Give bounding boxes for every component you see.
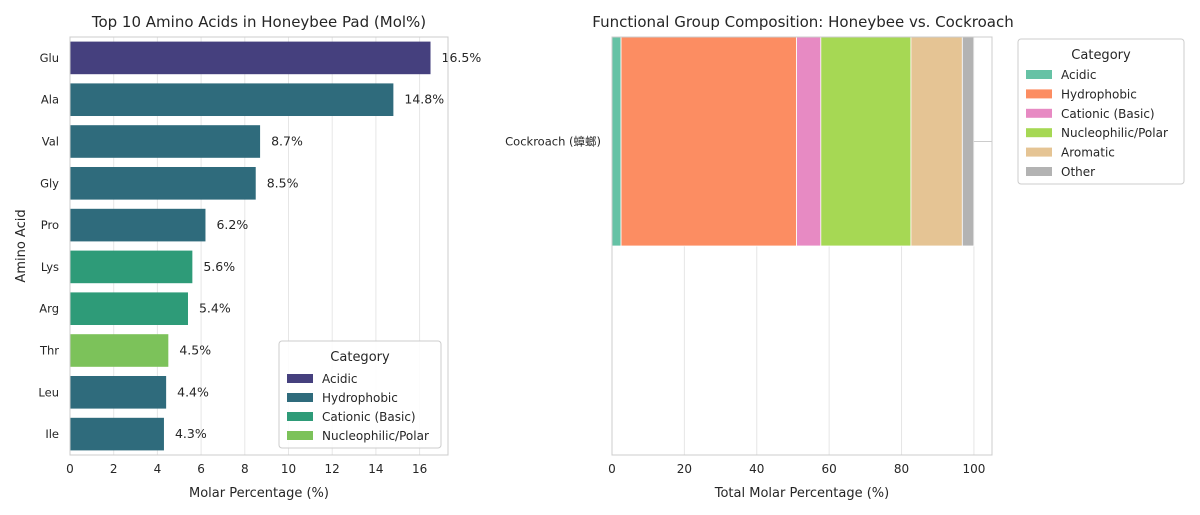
amino-acid-legend-box [278,340,442,449]
amino-acid-y-tick-label: Lys [41,260,59,274]
amino-acid-y-axis-label: Amino Acid [14,209,29,282]
legend-swatch-acidic [287,374,313,383]
amino-acid-x-tick-label: 6 [197,462,205,476]
amino-acid-bar-pro [70,208,206,242]
legend-swatch-nucleophilic-polar [287,431,313,440]
amino-acid-data-label: 8.7% [271,134,303,149]
amino-acid-y-tick-label: Ala [41,93,59,107]
amino-acid-x-tick-label: 10 [281,462,296,476]
legend-label-hydrophobic: Hydrophobic [322,391,398,405]
amino-acid-x-tick-label: 0 [66,462,74,476]
amino-acid-chart: 16.5% 14.8% 8.7% 8.5% 6.2% 5.6% 5.4% 4.5% 4.4% 4.… [14,13,481,501]
functional-group-plot-frame [611,36,993,456]
amino-acid-x-tick-label: 16 [412,462,427,476]
amino-acid-data-label: 5.4% [199,301,231,316]
legend-label-acidic: Acidic [1061,68,1096,82]
legend-label-nucleophilic-polar: Nucleophilic/Polar [322,429,429,443]
amino-acid-data-label: 4.4% [177,384,209,399]
legend-label-aromatic: Aromatic [1061,146,1115,160]
amino-acid-data-label: 6.2% [216,217,248,232]
stacked-segment-other [961,36,975,247]
legend-label-cationic-basic: Cationic (Basic) [322,410,416,424]
amino-acid-plot-frame [69,36,449,456]
legend-label-other: Other [1061,165,1095,179]
functional-group-x-tick-label: 100 [962,462,985,476]
amino-acid-bar-leu [70,375,167,409]
functional-group-x-tick-label: 0 [608,462,616,476]
functional-group-legend-title: Category [1071,48,1131,63]
legend-label-hydrophobic: Hydrophobic [1061,87,1137,101]
amino-acid-y-tick-label: Val [42,135,59,149]
stacked-segment-cationic-basic [796,36,822,247]
amino-acid-y-tick-label: Ile [45,427,59,441]
functional-group-x-tick-label: 40 [749,462,764,476]
amino-acid-bar-gly [70,166,256,200]
functional-group-x-tick-label: 20 [677,462,692,476]
functional-group-chart-title: Functional Group Composition: Honeybee v… [592,13,1013,31]
amino-acid-legend-title: Category [330,350,390,365]
amino-acid-legend: Category Acidic Hydrophobic Cationic (Basi… [278,340,442,449]
amino-acid-y-tick-label: Arg [39,302,59,316]
legend-label-acidic: Acidic [322,372,357,386]
amino-acid-x-axis-label: Molar Percentage (%) [189,486,329,501]
stacked-segment-acidic [611,36,622,247]
amino-acid-x-tick-label: 4 [154,462,162,476]
legend-swatch-cationic-basic [287,412,313,421]
amino-acid-bar-thr [70,334,169,367]
amino-acid-bar-val [70,125,261,158]
functional-group-chart: 0 20 40 60 80 100 Cockroach (蟑螂) Functional G… [505,13,1185,501]
functional-group-legend: Category Acidic Hydrophobic Cationic (Basi… [1017,38,1185,185]
amino-acid-y-tick-label: Pro [41,218,59,232]
functional-group-legend-box [1017,38,1185,185]
legend-swatch-other [1026,167,1052,176]
amino-acid-y-tick-label: Thr [39,344,59,358]
stacked-segment-aromatic [910,36,963,247]
functional-group-x-axis-label: Total Molar Percentage (%) [714,486,889,501]
legend-swatch-aromatic [1026,147,1052,157]
functional-group-x-tick-label: 80 [894,462,909,476]
amino-acid-y-tick-label: Glu [40,51,59,65]
legend-label-cationic-basic: Cationic (Basic) [1061,107,1155,121]
amino-acid-x-tick-label: 14 [368,462,383,476]
amino-acid-x-tick-label: 2 [110,462,118,476]
legend-swatch-cationic-basic [1026,108,1052,118]
functional-group-y-tick-label: Cockroach (蟑螂) [505,135,601,149]
stacked-segment-hydrophobic [620,36,797,247]
amino-acid-data-label: 8.5% [267,175,299,190]
amino-acid-data-label: 4.5% [179,343,211,358]
stacked-segment-nucleophilic-polar [820,36,912,247]
amino-acid-bar-ala [70,83,394,117]
amino-acid-y-tick-label: Leu [38,385,59,399]
legend-swatch-hydrophobic [287,393,313,402]
amino-acid-y-tick-label: Gly [40,176,59,190]
amino-acid-data-label: 14.8% [404,92,444,107]
amino-acid-bar-arg [70,292,188,326]
legend-swatch-acidic [1026,70,1052,79]
functional-group-x-tick-label: 60 [822,462,837,476]
legend-swatch-hydrophobic [1026,89,1052,99]
amino-acid-data-label: 4.3% [175,426,207,441]
amino-acid-bar-glu [70,41,431,75]
amino-acid-data-label: 5.6% [203,259,235,274]
amino-acid-bar-lys [70,250,193,284]
amino-acid-bar-ile [70,417,164,451]
amino-acid-x-tick-label: 12 [325,462,340,476]
legend-swatch-nucleophilic-polar [1026,128,1052,138]
amino-acid-chart-title: Top 10 Amino Acids in Honeybee Pad (Mol%… [91,13,426,31]
legend-label-nucleophilic-polar: Nucleophilic/Polar [1061,126,1168,140]
amino-acid-x-tick-label: 8 [241,462,249,476]
amino-acid-data-label: 16.5% [442,50,482,65]
